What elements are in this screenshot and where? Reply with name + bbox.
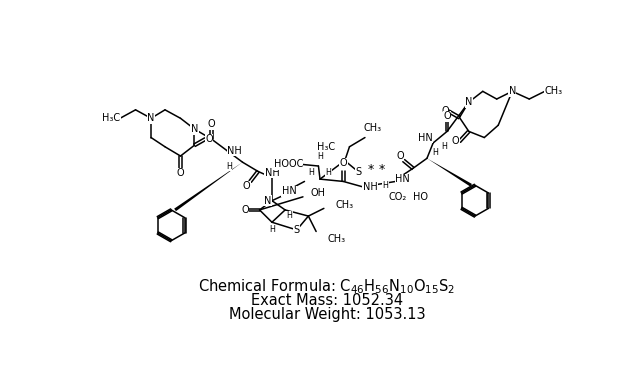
Text: CH₃: CH₃: [328, 234, 346, 244]
Text: O: O: [443, 111, 451, 121]
Text: O: O: [177, 168, 184, 178]
Text: H: H: [382, 181, 388, 190]
Text: H: H: [325, 168, 331, 177]
Text: N: N: [465, 97, 473, 107]
Text: H: H: [226, 161, 232, 170]
Text: *: *: [367, 163, 373, 176]
Text: HOOC: HOOC: [274, 159, 303, 170]
Text: H: H: [433, 149, 438, 158]
Text: Molecular Weight: 1053.13: Molecular Weight: 1053.13: [228, 307, 426, 322]
Text: H: H: [286, 212, 293, 221]
Text: H: H: [269, 224, 275, 233]
Text: NH: NH: [362, 182, 377, 192]
Text: N: N: [191, 124, 198, 134]
Text: HO: HO: [413, 192, 428, 202]
Text: S: S: [293, 225, 300, 235]
Text: N: N: [147, 113, 155, 123]
Text: CO₂: CO₂: [389, 192, 406, 202]
Text: H: H: [317, 152, 323, 161]
Text: S: S: [356, 167, 362, 177]
Text: H: H: [441, 142, 447, 151]
Text: N: N: [263, 196, 271, 206]
Text: O: O: [241, 205, 249, 215]
Text: Chemical Formula: $\mathregular{C_{46}H_{56}N_{10}O_{15}S_{2}}$: Chemical Formula: $\mathregular{C_{46}H_…: [198, 278, 456, 296]
Polygon shape: [427, 158, 472, 187]
Text: N: N: [508, 86, 516, 96]
Text: O: O: [205, 134, 213, 144]
Text: HN: HN: [281, 186, 297, 196]
Text: H₃C: H₃C: [317, 142, 336, 152]
Text: HN: HN: [418, 133, 433, 142]
Text: Exact Mass: 1052.34: Exact Mass: 1052.34: [251, 293, 403, 308]
Polygon shape: [174, 162, 242, 211]
Text: CH₃: CH₃: [336, 200, 353, 210]
Text: NH: NH: [265, 168, 279, 178]
Text: *: *: [379, 163, 385, 176]
Text: H: H: [309, 168, 315, 177]
Text: CH₃: CH₃: [545, 86, 563, 96]
Text: NH: NH: [227, 145, 242, 156]
Text: O: O: [339, 158, 347, 168]
Text: OH: OH: [311, 188, 326, 198]
Text: O: O: [396, 151, 404, 161]
Text: O: O: [441, 106, 449, 116]
Text: HN: HN: [395, 174, 410, 184]
Text: O: O: [242, 181, 250, 191]
Text: CH₃: CH₃: [364, 123, 382, 133]
Text: H₃C: H₃C: [102, 113, 120, 123]
Text: O: O: [208, 119, 215, 129]
Text: O: O: [452, 137, 459, 146]
